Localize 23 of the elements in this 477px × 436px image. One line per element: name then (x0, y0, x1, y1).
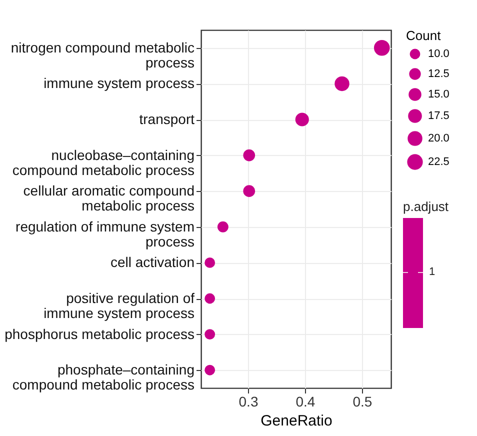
legend-label: 17.5 (428, 110, 450, 122)
y-tick-label: regulation of immune system process (16, 218, 194, 250)
legend-label: 22.5 (428, 156, 450, 168)
y-tick-label: cellular aromatic compound metabolic process (23, 182, 194, 214)
x-tick-label: 0.3 (238, 394, 258, 410)
y-tick-label: transport (139, 111, 195, 127)
legend-label: 20.0 (428, 132, 450, 144)
y-tick-label: positive regulation of immune system process (44, 290, 195, 321)
x-tick-label: 0.5 (352, 394, 372, 410)
legend-label: 15.0 (428, 88, 450, 100)
x-tick-label: 0.4 (296, 394, 316, 410)
y-tick-label: phosphate–containing compound metabolic process (12, 362, 194, 393)
y-tick-label: nitrogen compound metabolic process (10, 39, 194, 70)
y-tick-label: immune system process (44, 75, 194, 92)
y-tick-label: cell activation (110, 254, 194, 270)
legend-label: 10.0 (428, 48, 450, 60)
x-axis-title: GeneRatio (260, 412, 332, 430)
y-tick-label: nucleobase–containing compound metabolic process (12, 146, 194, 178)
legend-title: Count (406, 28, 442, 43)
text: 1 (429, 266, 436, 278)
legend-label: 12.5 (428, 68, 450, 80)
color-bar-title: p.adjust (403, 199, 449, 214)
y-tick-label: phosphorus metabolic process (4, 326, 194, 342)
